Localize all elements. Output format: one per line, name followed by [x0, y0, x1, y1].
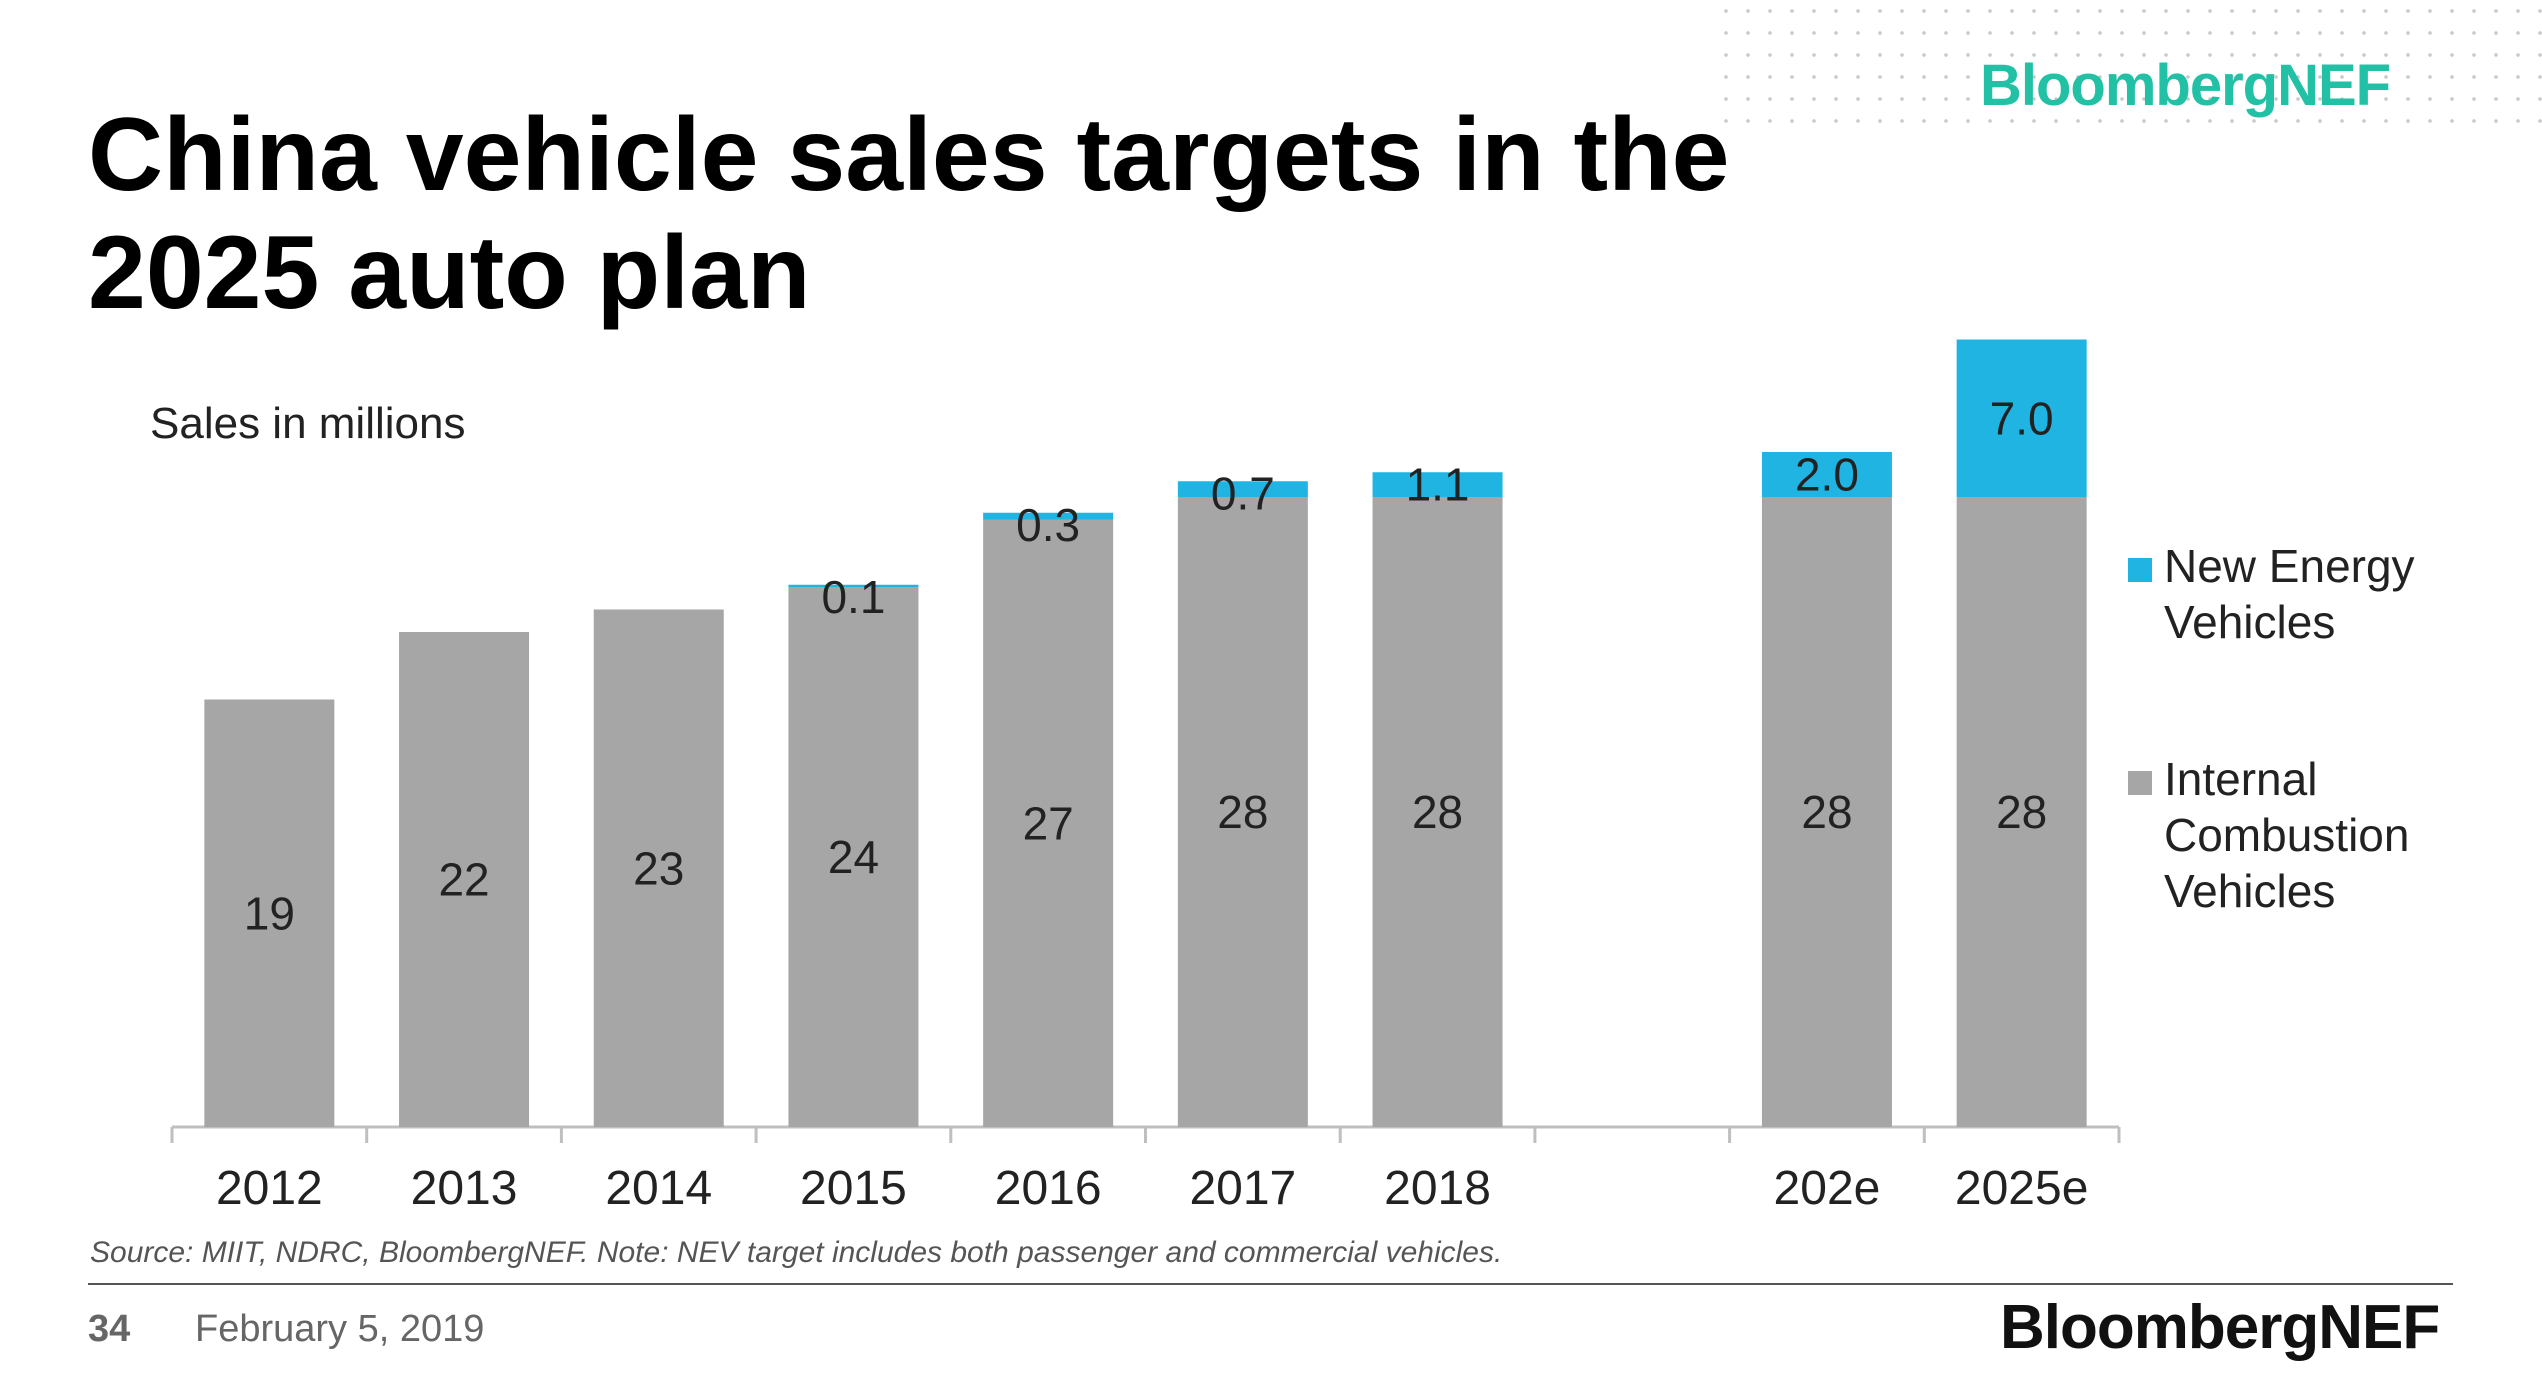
- bar-ice-2015: [788, 587, 919, 1127]
- legend-label: Internal: [2164, 753, 2317, 805]
- bar-ice-2018: [1372, 497, 1503, 1127]
- legend-label: Combustion: [2164, 809, 2409, 861]
- brand-logo-bottom: BloombergNEF: [2000, 1293, 2440, 1362]
- x-tick-label: 202e: [1774, 1162, 1881, 1215]
- legend-label: New Energy: [2164, 540, 2415, 592]
- bar-ice-2016: [983, 519, 1114, 1127]
- x-tick-label: 2016: [995, 1162, 1102, 1215]
- legend-swatch: [2128, 771, 2152, 795]
- x-tick-label: 2012: [216, 1162, 323, 1215]
- data-label-ice: 19: [244, 887, 295, 939]
- brand-logo-top: BloombergNEF: [1980, 53, 2391, 118]
- data-label-ice: 23: [633, 842, 684, 894]
- footer-date: February 5, 2019: [195, 1308, 485, 1350]
- bar-nev-2017: [1177, 481, 1308, 497]
- page-title: China vehicle sales targets in the 2025 …: [88, 97, 1730, 331]
- bar-ice-2014: [593, 609, 724, 1127]
- data-label-ice: 28: [1217, 786, 1268, 838]
- data-label-nev: 0.7: [1211, 467, 1275, 519]
- bar-nev-2016: [983, 512, 1114, 520]
- x-tick-label: 2014: [605, 1162, 712, 1215]
- data-label-nev: 0.3: [1016, 499, 1080, 551]
- legend-label: Vehicles: [2164, 596, 2335, 648]
- data-label-ice: 22: [438, 854, 489, 906]
- x-tick-label: 2025e: [1955, 1162, 2088, 1215]
- footer-divider: [88, 1283, 2453, 1285]
- x-tick-label: 2018: [1384, 1162, 1491, 1215]
- bar-nev-202e: [1761, 452, 1892, 497]
- x-tick-label: 2017: [1189, 1162, 1296, 1215]
- x-tick-label: 2015: [800, 1162, 907, 1215]
- data-label-ice: 27: [1023, 797, 1074, 849]
- data-label-nev: 0.1: [821, 571, 885, 623]
- data-label-ice: 28: [1801, 786, 1852, 838]
- y-axis-label: Sales in millions: [150, 399, 465, 448]
- legend-label: Vehicles: [2164, 865, 2335, 917]
- page-number: 34: [88, 1308, 131, 1350]
- bar-nev-2015: [788, 584, 919, 587]
- bar-nev-2025e: [1956, 339, 2087, 497]
- bar-ice-2025e: [1956, 497, 2087, 1127]
- source-note: Source: MIIT, NDRC, BloombergNEF. Note: …: [90, 1236, 1503, 1269]
- data-label-nev: 7.0: [1990, 392, 2054, 444]
- bar-ice-2017: [1177, 497, 1308, 1127]
- legend-swatch: [2128, 558, 2152, 582]
- data-label-nev: 1.1: [1406, 459, 1470, 511]
- bar-ice-202e: [1761, 497, 1892, 1127]
- x-tick-label: 2013: [411, 1162, 518, 1215]
- data-label-ice: 28: [1412, 786, 1463, 838]
- data-label-ice: 24: [828, 831, 879, 883]
- bar-ice-2013: [399, 632, 530, 1127]
- bar-ice-2012: [204, 699, 335, 1127]
- data-label-ice: 28: [1996, 786, 2047, 838]
- bar-nev-2018: [1372, 472, 1503, 497]
- dot-pattern-decoration: [1715, 0, 2542, 140]
- data-label-nev: 2.0: [1795, 449, 1859, 501]
